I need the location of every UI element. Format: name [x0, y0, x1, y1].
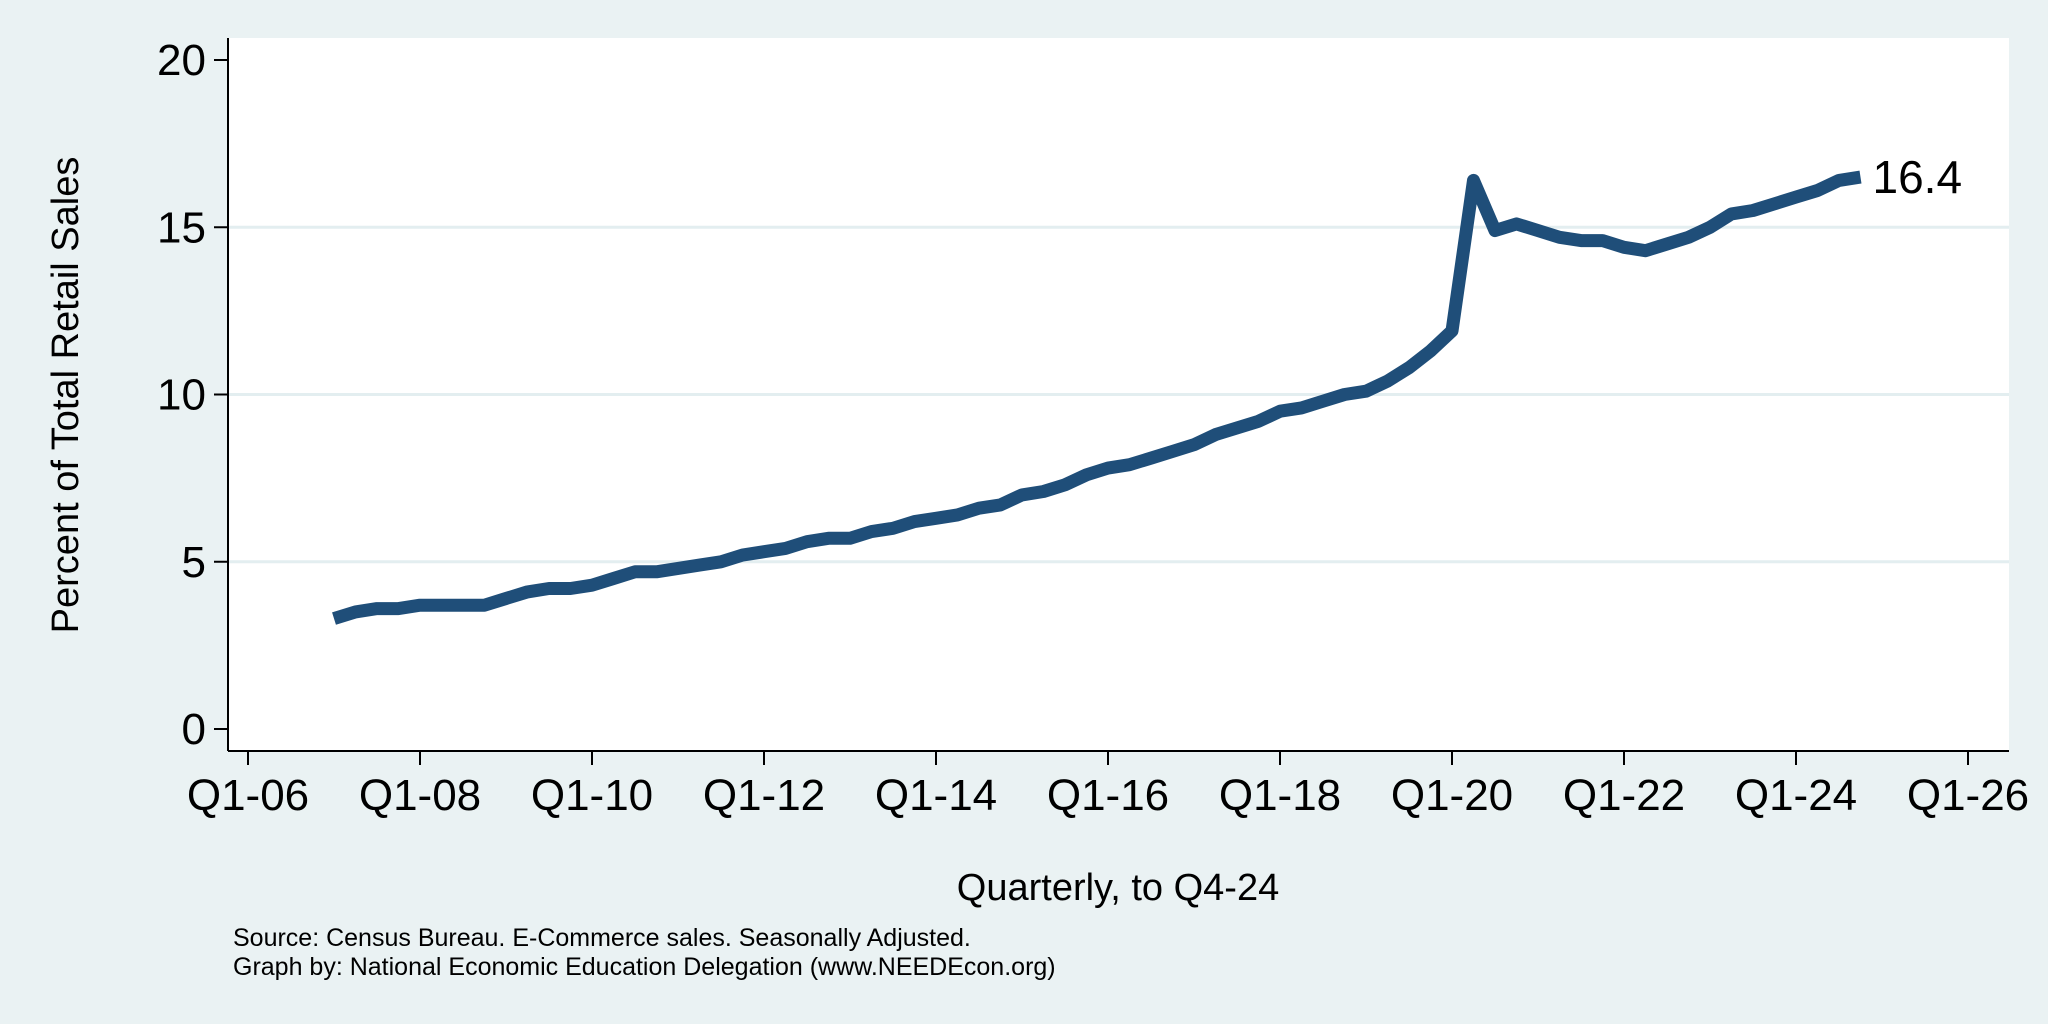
x-ticks: Q1-06 Q1-08 Q1-10 Q1-12 Q1-14 Q1-16 Q1-18 Q1-20… [187, 751, 2029, 820]
end-value-label: 16.4 [1873, 151, 1963, 203]
y-tick-label-5: 5 [182, 538, 206, 587]
x-tick-label-Q1-18: Q1-18 [1219, 771, 1341, 820]
x-tick-label-Q1-24: Q1-24 [1735, 771, 1857, 820]
x-tick-label-Q1-12: Q1-12 [703, 771, 825, 820]
x-tick-label-Q1-14: Q1-14 [875, 771, 997, 820]
x-tick-label-Q1-10: Q1-10 [531, 771, 653, 820]
series-line-ecommerce-share [332, 170, 1862, 625]
y-ticks: 0 5 10 15 20 [157, 36, 228, 754]
y-tick-label-15: 15 [157, 203, 206, 252]
y-tick-label-20: 20 [157, 36, 206, 85]
credit-note: Graph by: National Economic Education De… [233, 953, 1056, 981]
y-axis-title: Percent of Total Retail Sales [45, 157, 87, 634]
y-tick-label-10: 10 [157, 371, 206, 420]
source-note: Source: Census Bureau. E-Commerce sales.… [233, 924, 971, 952]
x-axis-title: Quarterly, to Q4-24 [957, 867, 1279, 909]
x-tick-label-Q1-06: Q1-06 [187, 771, 309, 820]
x-tick-label-Q1-22: Q1-22 [1563, 771, 1685, 820]
x-tick-label-Q1-16: Q1-16 [1047, 771, 1169, 820]
y-tick-label-0: 0 [182, 705, 206, 754]
x-tick-label-Q1-08: Q1-08 [359, 771, 481, 820]
x-tick-label-Q1-20: Q1-20 [1391, 771, 1513, 820]
x-tick-label-Q1-26: Q1-26 [1907, 771, 2029, 820]
